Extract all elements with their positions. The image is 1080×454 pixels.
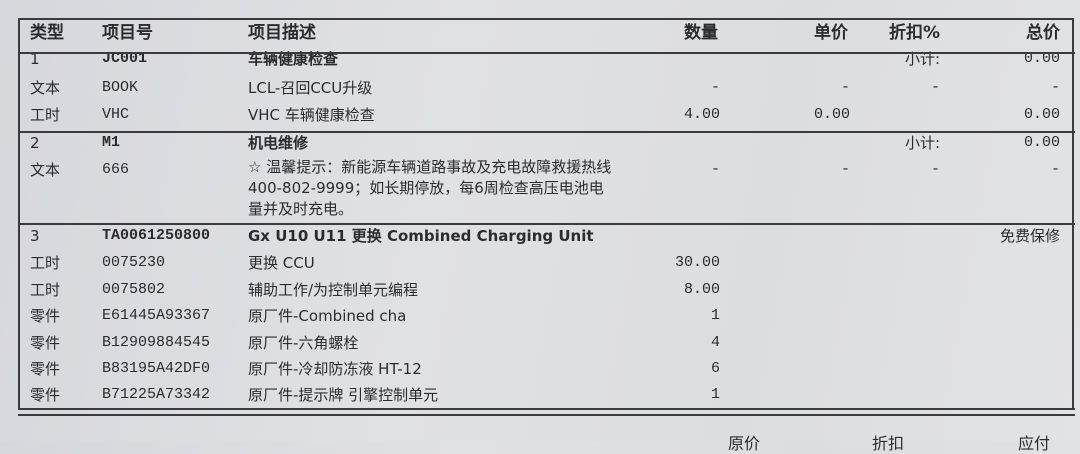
header-qty: 数量 [684,23,718,43]
table-bottom-border [18,408,1075,410]
cell-code: B12909884545 [102,334,211,351]
cell-total: 免费保修 [999,227,1060,245]
cell-code: VHC [102,106,130,123]
cell-price: 0.00 [813,106,850,123]
header-desc: 项目描述 [248,23,316,43]
cell-total: 0.00 [1023,50,1060,67]
cell-total: 0.00 [1023,106,1060,123]
cell-type: 工时 [30,106,61,124]
cell-qty: 1 [710,386,720,403]
table-row: 工时 0075802 辅助工作/为控制单元编程 8.00 [0,277,1080,303]
table-row: 零件 B71225A73342 原厂件-提示牌 引擎控制单元 1 [0,382,1080,408]
cell-qty: - [710,161,720,178]
cell-code: JC001 [102,50,148,67]
group-header-row: 1 JC001 车辆健康检查 小计: 0.00 [0,46,1080,72]
cell-desc: VHC 车辆健康检查 [248,106,375,124]
cell-total: - [1050,161,1060,178]
table-bottom-border [18,414,1075,416]
table-row: 零件 B83195A42DF0 原厂件-冷却防冻液 HT-12 6 [0,356,1080,382]
cell-desc: 辅助工作/为控制单元编程 [248,281,419,299]
cell-desc: Gx U10 U11 更换 Combined Charging Unit [248,227,594,245]
cell-type: 2 [30,134,40,152]
footer-original-price: 原价 [728,434,761,453]
cell-qty: 30.00 [674,254,720,271]
table-row: 文本 BOOK LCL-召回CCU升级 - - - - [0,75,1080,101]
cell-desc: ☆ 温馨提示：新能源车辆道路事故及充电故障救援热线400-802-9999；如长… [248,158,612,218]
cell-type: 零件 [30,386,61,404]
cell-desc: 原厂件-提示牌 引擎控制单元 [248,386,439,404]
group-divider [18,52,1075,54]
group-header-row: 2 M1 机电维修 小计: 0.00 [0,130,1080,156]
footer-payable: 应付 [1018,434,1051,453]
cell-type: 零件 [30,334,61,352]
group-header-row: 3 TA0061250800 Gx U10 U11 更换 Combined Char… [0,223,1080,249]
group-divider [18,131,1075,133]
cell-code: B83195A42DF0 [102,360,211,377]
cell-discount: 小计: [904,134,940,152]
cell-qty: - [710,79,720,96]
cell-qty: 4 [710,334,720,351]
table-row: 零件 E61445A93367 原厂件-Combined cha 1 [0,303,1080,329]
cell-type: 工时 [30,254,61,272]
cell-qty: 4.00 [683,106,720,123]
cell-desc: 机电维修 [248,134,309,152]
cell-qty: 6 [710,360,720,377]
cell-qty: 8.00 [683,281,720,298]
cell-desc: LCL-召回CCU升级 [248,79,373,97]
table-row: 文本 666 ☆ 温馨提示：新能源车辆道路事故及充电故障救援热线400-802-99… [0,157,1080,218]
cell-code: 666 [102,161,130,178]
cell-code: TA0061250800 [102,227,211,244]
cell-total: 0.00 [1023,134,1060,151]
cell-type: 3 [30,227,40,245]
cell-desc: 更换 CCU [248,254,315,272]
footer-discount: 折扣 [872,434,905,453]
cell-desc: 原厂件-Combined cha [248,307,407,325]
cell-desc: 原厂件-冷却防冻液 HT-12 [248,360,422,378]
cell-code: B71225A73342 [102,386,211,403]
table-row: 工时 0075230 更换 CCU 30.00 [0,250,1080,276]
header-price: 单价 [814,23,848,43]
items-table [18,18,1074,408]
cell-discount: - [930,79,940,96]
cell-desc: 车辆健康检查 [248,50,339,68]
cell-price: - [840,79,850,96]
cell-type: 文本 [30,79,61,97]
table-header: 类型 项目号 项目描述 数量 单价 折扣% 总价 [0,20,1080,46]
cell-type: 零件 [30,360,61,378]
cell-type: 1 [30,50,40,68]
cell-type: 工时 [30,281,61,299]
cell-type: 文本 [30,161,61,179]
header-discount: 折扣% [888,23,940,43]
cell-code: M1 [102,134,121,151]
cell-code: E61445A93367 [102,307,211,324]
cell-desc: 原厂件-六角螺栓 [248,334,359,352]
header-type: 类型 [30,23,64,43]
cell-code: 0075230 [102,254,166,271]
cell-discount: 小计: [904,50,940,68]
cell-code: 0075802 [102,281,166,298]
header-total: 总价 [1026,23,1060,43]
group-divider [18,223,1075,225]
cell-code: BOOK [102,79,139,96]
cell-price: - [840,161,850,178]
cell-type: 零件 [30,307,61,325]
table-row: 零件 B12909884545 原厂件-六角螺栓 4 [0,330,1080,356]
header-code: 项目号 [102,23,153,43]
cell-discount: - [930,161,940,178]
table-row: 工时 VHC VHC 车辆健康检查 4.00 0.00 0.00 [0,102,1080,128]
cell-total: - [1050,79,1060,96]
cell-qty: 1 [710,307,720,324]
